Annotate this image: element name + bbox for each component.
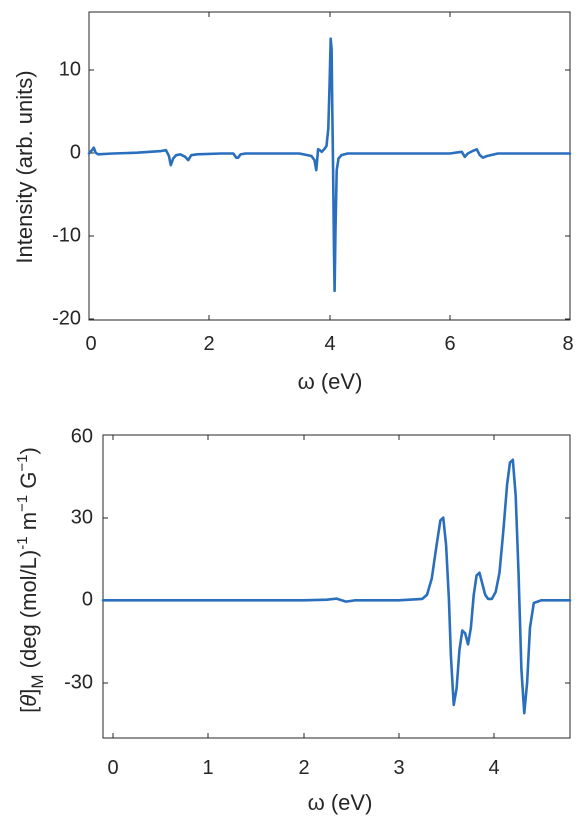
y-tick-label: 60 (71, 425, 93, 447)
chart-intensity: -20 -10 0 10 0 (12, 11, 574, 394)
y-tick-label: 10 (59, 58, 81, 80)
x-tick: 0 (107, 435, 119, 779)
x-tick: 3 (393, 435, 405, 779)
x-tick-label: 3 (393, 757, 404, 779)
series-group (87, 37, 572, 293)
y-axis: -20 -10 0 10 (52, 58, 570, 329)
x-tick-label: 0 (107, 757, 118, 779)
y-label-subscript: M (28, 674, 47, 688)
series-line (87, 37, 572, 293)
x-axis: 0 2 4 6 8 (85, 12, 574, 355)
y-tick-label: -30 (64, 671, 93, 693)
x-tick-label: 4 (324, 333, 335, 355)
x-tick: 2 (203, 12, 215, 355)
y-axis-label: Intensity (arb. units) (12, 70, 37, 263)
series-group (101, 458, 572, 715)
x-tick: 1 (202, 435, 214, 779)
x-tick-label: 2 (298, 757, 309, 779)
y-tick: 10 (59, 58, 570, 80)
y-label-text-1: (deg (mol/L) (16, 550, 41, 675)
x-tick: 8 (562, 12, 574, 355)
y-tick: -30 (64, 671, 570, 693)
y-tick-label: -10 (52, 224, 81, 246)
x-tick-label: 0 (85, 333, 96, 355)
y-axis-label: [θ]M (deg (mol/L)-1 m−1 G−1) (14, 447, 47, 713)
y-tick: 60 (71, 425, 570, 447)
y-label-superscript-1: -1 (14, 536, 31, 549)
y-label-bracket-close: ] (16, 689, 41, 695)
x-tick-label: 8 (562, 333, 573, 355)
x-tick-label: 2 (203, 333, 214, 355)
chart-circular-dichroism: -30 0 30 60 0 (14, 425, 572, 815)
y-axis: -30 0 30 60 (64, 425, 570, 693)
y-label-theta: θ (16, 695, 41, 707)
y-label-text-2: m (16, 512, 41, 536)
series-line (101, 458, 572, 715)
y-label-superscript-2: −1 (14, 495, 31, 512)
x-axis: 0 1 2 3 4 (107, 435, 500, 779)
y-label-bracket-open: [ (16, 707, 41, 713)
y-label-text-3: G (16, 472, 41, 495)
y-tick-label: 0 (70, 141, 81, 163)
x-tick: 0 (85, 12, 97, 355)
x-axis-label: ω (eV) (298, 369, 363, 394)
y-tick: -10 (52, 224, 570, 246)
x-tick: 4 (488, 435, 500, 779)
x-tick: 2 (298, 435, 310, 779)
x-tick-label: 6 (444, 333, 455, 355)
y-tick-label: -20 (52, 307, 81, 329)
x-tick: 6 (444, 12, 456, 355)
y-tick-label: 0 (82, 588, 93, 610)
x-tick: 4 (324, 12, 336, 355)
x-axis-label: ω (eV) (308, 790, 373, 815)
y-tick: -20 (52, 307, 570, 329)
y-tick: 30 (71, 506, 570, 528)
x-tick-label: 1 (202, 757, 213, 779)
plot-area-frame (102, 434, 571, 739)
y-label-superscript-3: −1 (14, 455, 31, 472)
y-tick-label: 30 (71, 506, 93, 528)
y-label-text-4: ) (16, 447, 41, 454)
x-tick-label: 4 (488, 757, 499, 779)
